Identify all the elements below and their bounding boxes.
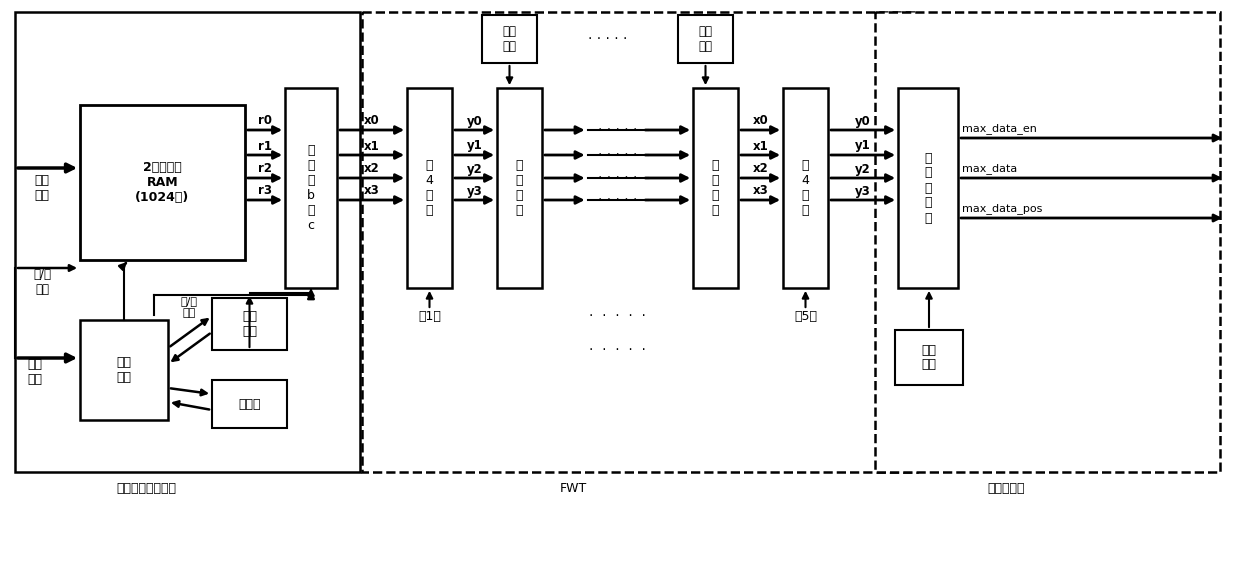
Text: 控制
逻辑: 控制 逻辑 (117, 356, 131, 384)
Text: max_data: max_data (962, 164, 1017, 174)
Text: · · · · ·: · · · · · (598, 171, 637, 185)
Text: x3: x3 (753, 185, 769, 197)
Text: y1: y1 (466, 140, 482, 153)
Text: 第5级: 第5级 (794, 310, 817, 323)
Text: x0: x0 (365, 115, 379, 128)
Text: 2块双端口
RAM
(1024深): 2块双端口 RAM (1024深) (135, 161, 190, 204)
Text: 序列表: 序列表 (238, 397, 260, 410)
Text: y0: y0 (856, 115, 870, 128)
Text: y3: y3 (466, 185, 482, 197)
Bar (875, 12, 1220, 472)
Text: ·  ·  ·  ·  ·: · · · · · (589, 309, 646, 323)
Bar (497, 88, 542, 288)
Text: 数
据
乒
乓: 数 据 乒 乓 (712, 159, 719, 217)
Text: r3: r3 (258, 185, 272, 197)
Bar (285, 88, 337, 288)
Text: 第1级: 第1级 (418, 310, 441, 323)
Text: 基
4
蝶
形: 基 4 蝶 形 (425, 159, 434, 217)
Text: max_data_en: max_data_en (962, 124, 1037, 135)
Text: 乘
序
列
b
和
c: 乘 序 列 b 和 c (308, 144, 315, 232)
Text: y3: y3 (856, 185, 870, 197)
Text: 最
大
值
选
取: 最 大 值 选 取 (924, 152, 931, 225)
Text: y0: y0 (466, 115, 482, 128)
Text: 读/写
地址: 读/写 地址 (181, 296, 197, 318)
Text: y2: y2 (466, 162, 482, 176)
Text: x1: x1 (753, 140, 769, 153)
Text: · · · · ·: · · · · · (598, 193, 637, 207)
Bar (81, 320, 167, 420)
Bar (678, 15, 733, 63)
Bar (895, 330, 963, 385)
Text: · · · · ·: · · · · · (598, 123, 637, 137)
Text: y1: y1 (856, 140, 870, 153)
Text: 数据
写入: 数据 写入 (35, 174, 50, 202)
Text: FWT: FWT (559, 482, 587, 495)
Text: 读/写
使能: 读/写 使能 (33, 268, 51, 296)
Bar (898, 88, 959, 288)
Bar (212, 298, 286, 350)
Text: 数
据
乒
乓: 数 据 乒 乓 (516, 159, 523, 217)
Text: 地址
生成: 地址 生成 (698, 25, 713, 53)
Text: · · · · ·: · · · · · (598, 148, 637, 162)
Text: x0: x0 (753, 115, 769, 128)
Text: 控制
信号: 控制 信号 (27, 358, 42, 386)
Bar (693, 88, 738, 288)
Text: 前转
置表: 前转 置表 (242, 310, 257, 338)
Text: ·  ·  ·  ·  ·: · · · · · (589, 343, 646, 357)
Text: · · · · ·: · · · · · (588, 32, 627, 46)
Bar (407, 88, 453, 288)
Text: 后转
置表: 后转 置表 (921, 344, 936, 372)
Bar (482, 15, 537, 63)
Text: r1: r1 (258, 140, 272, 153)
Text: 基
4
蝶
形: 基 4 蝶 形 (801, 159, 810, 217)
Bar (362, 12, 918, 472)
Text: x3: x3 (365, 185, 379, 197)
Text: r2: r2 (258, 162, 272, 176)
Text: y2: y2 (856, 162, 870, 176)
Text: 数据预处理和控制: 数据预处理和控制 (117, 482, 176, 495)
Bar (81, 105, 246, 260)
Text: max_data_pos: max_data_pos (962, 203, 1043, 214)
Text: 地址
生成: 地址 生成 (502, 25, 517, 53)
Text: x2: x2 (753, 162, 769, 176)
Bar (15, 12, 360, 472)
Text: 最大值选取: 最大值选取 (987, 482, 1024, 495)
Text: r0: r0 (258, 115, 272, 128)
Text: x1: x1 (365, 140, 379, 153)
Bar (212, 380, 286, 428)
Text: x2: x2 (365, 162, 379, 176)
Bar (782, 88, 828, 288)
